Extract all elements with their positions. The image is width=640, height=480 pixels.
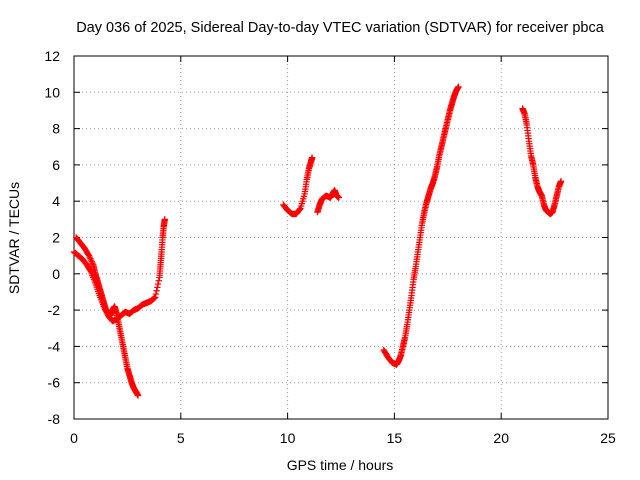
data-point [89, 260, 96, 267]
x-axis-label: GPS time / hours [287, 457, 394, 473]
data-point [155, 277, 162, 284]
data-point [85, 252, 93, 259]
y-tick-label: -4 [48, 338, 61, 354]
axis-ticks: 0 5 10 15 20 25 -8 -6 -4 -2 0 2 4 6 8 10 12 [44, 48, 616, 446]
data-point [153, 287, 160, 294]
y-tick-label: 10 [44, 84, 60, 100]
data-point [87, 255, 94, 262]
data-point [455, 83, 462, 91]
data-point [88, 258, 95, 265]
y-tick-label: -2 [48, 302, 61, 318]
x-tick-label: 0 [70, 430, 78, 446]
series-pass-2a [280, 154, 316, 218]
data-point [134, 392, 142, 399]
data-point [152, 290, 160, 298]
chart-title: Day 036 of 2025, Sidereal Day-to-day VTE… [76, 20, 605, 36]
y-tick-label: 0 [52, 266, 60, 282]
x-tick-label: 15 [387, 430, 403, 446]
series-pass-4 [519, 105, 565, 218]
y-tick-label: 2 [52, 230, 60, 246]
y-axis-label: SDTVAR / TECUs [6, 182, 22, 294]
data-point [154, 280, 162, 288]
x-tick-label: 5 [177, 430, 185, 446]
y-tick-label: 8 [52, 121, 60, 137]
data-point [151, 294, 159, 301]
x-tick-label: 20 [493, 430, 509, 446]
series-pass-3 [380, 83, 462, 368]
data-point [335, 194, 343, 201]
data-point [161, 216, 168, 223]
data-point [154, 284, 161, 291]
grid [74, 56, 608, 419]
data-point [86, 253, 93, 261]
series-pass-1b [72, 234, 142, 399]
data-point [308, 154, 316, 161]
x-tick-label: 10 [280, 430, 296, 446]
data-series [70, 83, 565, 399]
x-tick-label: 25 [600, 430, 616, 446]
data-point [296, 206, 303, 213]
series-pass-1a [70, 216, 168, 325]
series-pass-2b [314, 187, 343, 216]
y-tick-label: -8 [48, 411, 61, 427]
data-point [557, 178, 565, 185]
y-tick-label: -6 [48, 375, 61, 391]
data-point [87, 256, 95, 264]
y-tick-label: 6 [52, 157, 60, 173]
data-point [151, 294, 158, 302]
y-tick-label: 12 [44, 48, 60, 64]
data-point [150, 295, 157, 302]
y-tick-label: 4 [52, 193, 60, 209]
